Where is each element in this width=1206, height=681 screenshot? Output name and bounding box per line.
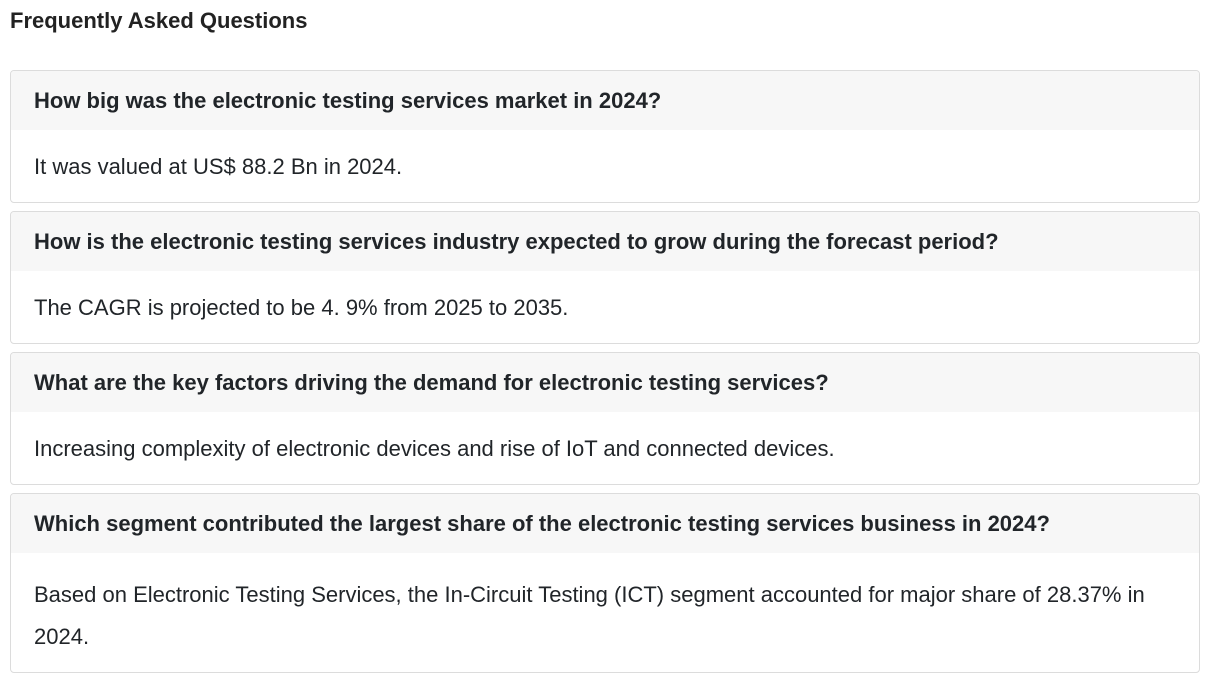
faq-answer-market-size: It was valued at US$ 88.2 Bn in 2024. — [34, 154, 403, 179]
faq-question-market-size[interactable]: How big was the electronic testing servi… — [11, 71, 1199, 130]
faq-question-demand-factors[interactable]: What are the key factors driving the dem… — [11, 353, 1199, 412]
faq-answer-largest-segment: Based on Electronic Testing Services, th… — [34, 582, 1145, 649]
faq-item-largest-segment: Which segment contributed the largest sh… — [10, 493, 1200, 673]
faq-question-largest-segment[interactable]: Which segment contributed the largest sh… — [11, 494, 1199, 553]
faq-heading: Frequently Asked Questions — [10, 8, 308, 33]
faq-item-market-size: How big was the electronic testing servi… — [10, 70, 1200, 203]
faq-answer-growth: The CAGR is projected to be 4. 9% from 2… — [34, 295, 569, 320]
faq-question-growth[interactable]: How is the electronic testing services i… — [11, 212, 1199, 271]
faq-item-demand-factors: What are the key factors driving the dem… — [10, 352, 1200, 485]
faq-list: How big was the electronic testing servi… — [10, 70, 1200, 681]
faq-item-growth: How is the electronic testing services i… — [10, 211, 1200, 344]
faq-answer-demand-factors: Increasing complexity of electronic devi… — [34, 436, 835, 461]
